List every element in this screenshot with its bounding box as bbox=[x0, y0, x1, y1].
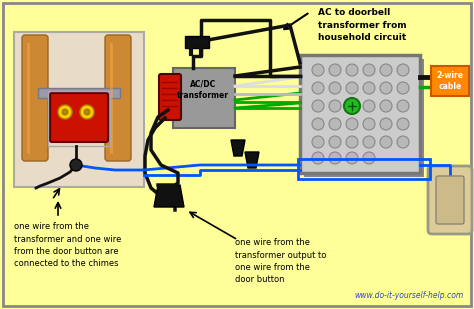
FancyBboxPatch shape bbox=[173, 68, 235, 128]
Polygon shape bbox=[185, 36, 209, 48]
FancyBboxPatch shape bbox=[436, 176, 464, 224]
Circle shape bbox=[312, 136, 324, 148]
Circle shape bbox=[329, 118, 341, 130]
Circle shape bbox=[329, 82, 341, 94]
Circle shape bbox=[346, 152, 358, 164]
Circle shape bbox=[363, 118, 375, 130]
FancyBboxPatch shape bbox=[105, 35, 131, 161]
Circle shape bbox=[397, 136, 409, 148]
Circle shape bbox=[329, 136, 341, 148]
FancyBboxPatch shape bbox=[431, 66, 469, 96]
Circle shape bbox=[380, 100, 392, 112]
Polygon shape bbox=[245, 152, 259, 168]
Circle shape bbox=[397, 100, 409, 112]
Polygon shape bbox=[154, 185, 184, 207]
Circle shape bbox=[312, 64, 324, 76]
Circle shape bbox=[363, 82, 375, 94]
Text: www.do-it-yourself-help.com: www.do-it-yourself-help.com bbox=[355, 291, 464, 300]
Circle shape bbox=[312, 118, 324, 130]
FancyBboxPatch shape bbox=[50, 93, 108, 142]
Circle shape bbox=[84, 109, 90, 115]
Circle shape bbox=[80, 105, 94, 119]
FancyBboxPatch shape bbox=[22, 35, 48, 161]
Circle shape bbox=[58, 105, 72, 119]
FancyBboxPatch shape bbox=[304, 59, 424, 177]
Circle shape bbox=[312, 152, 324, 164]
Circle shape bbox=[363, 64, 375, 76]
Circle shape bbox=[363, 100, 375, 112]
Polygon shape bbox=[231, 140, 245, 156]
Circle shape bbox=[312, 82, 324, 94]
Circle shape bbox=[397, 118, 409, 130]
Circle shape bbox=[346, 64, 358, 76]
FancyBboxPatch shape bbox=[14, 32, 144, 187]
FancyBboxPatch shape bbox=[428, 166, 472, 234]
Circle shape bbox=[346, 118, 358, 130]
Circle shape bbox=[312, 100, 324, 112]
Text: one wire from the
transformer output to
one wire from the
door button: one wire from the transformer output to … bbox=[235, 238, 327, 285]
Circle shape bbox=[344, 98, 360, 114]
Circle shape bbox=[329, 64, 341, 76]
Circle shape bbox=[397, 64, 409, 76]
Circle shape bbox=[346, 136, 358, 148]
FancyBboxPatch shape bbox=[3, 3, 471, 306]
Circle shape bbox=[397, 82, 409, 94]
Circle shape bbox=[346, 82, 358, 94]
Circle shape bbox=[329, 100, 341, 112]
Text: one wire from the
transformer and one wire
from the door button are
connected to: one wire from the transformer and one wi… bbox=[14, 222, 121, 269]
Circle shape bbox=[346, 100, 358, 112]
FancyBboxPatch shape bbox=[38, 88, 120, 98]
FancyBboxPatch shape bbox=[300, 55, 420, 173]
Text: 2-wire
cable: 2-wire cable bbox=[437, 71, 464, 91]
Circle shape bbox=[70, 159, 82, 171]
Circle shape bbox=[62, 109, 68, 115]
Circle shape bbox=[380, 136, 392, 148]
Circle shape bbox=[363, 136, 375, 148]
Circle shape bbox=[380, 82, 392, 94]
Text: AC/DC
transformer: AC/DC transformer bbox=[177, 80, 229, 100]
Circle shape bbox=[329, 152, 341, 164]
Circle shape bbox=[363, 152, 375, 164]
FancyBboxPatch shape bbox=[159, 74, 181, 120]
Text: AC to doorbell
transformer from
household circuit: AC to doorbell transformer from househol… bbox=[318, 8, 407, 42]
Circle shape bbox=[380, 64, 392, 76]
Circle shape bbox=[380, 118, 392, 130]
